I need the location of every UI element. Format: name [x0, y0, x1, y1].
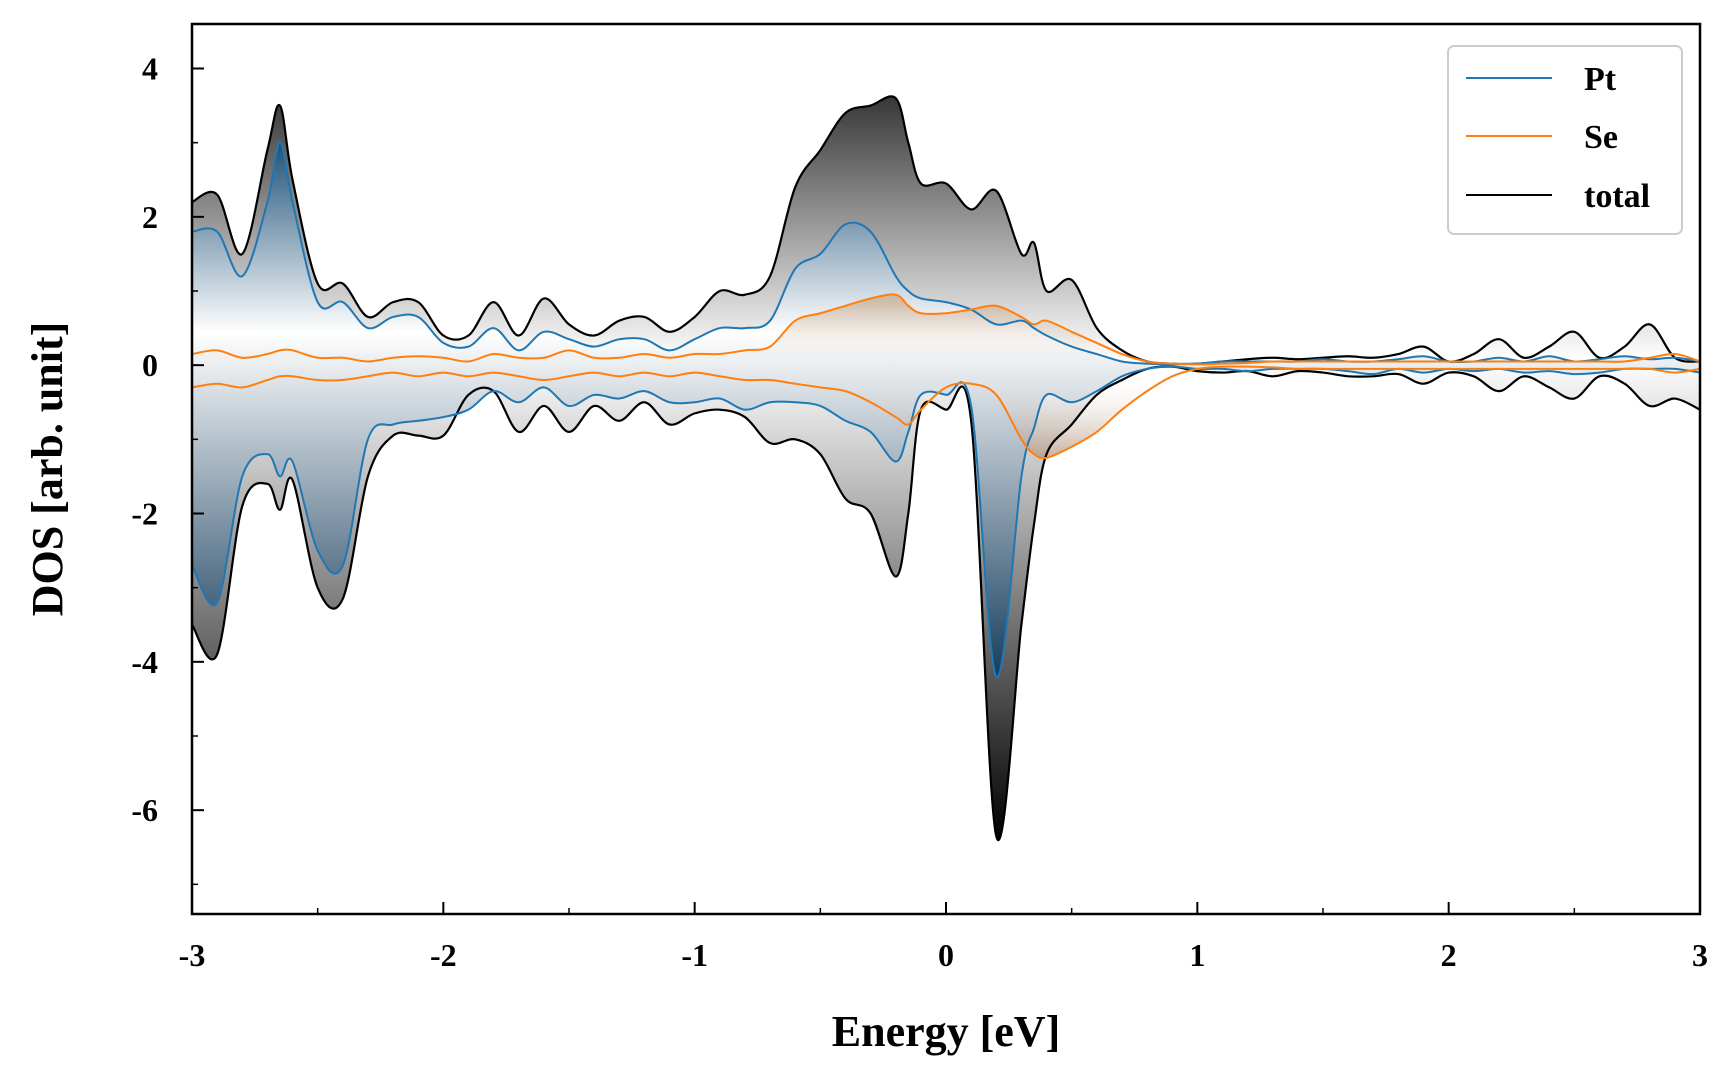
legend-label-se: Se [1584, 119, 1618, 156]
y-tick-label: 4 [142, 51, 158, 87]
x-tick-label: 0 [938, 937, 954, 973]
y-tick-label: -4 [131, 644, 158, 680]
y-tick-label: -2 [131, 496, 158, 532]
legend-label-pt: Pt [1584, 61, 1617, 98]
series-line-pt-spin-down [192, 365, 1700, 678]
fill-se-spin-down [192, 365, 1700, 459]
series-line-se-spin-up [192, 293, 1700, 366]
axis-ticks: -3 -2 -1 0 1 2 3 4 2 0 -2 -4 -6 [131, 51, 1708, 974]
y-tick-label: 2 [142, 199, 158, 235]
y-axis-title: DOS [arb. unit] [23, 322, 72, 617]
x-tick-label: 3 [1692, 937, 1708, 973]
fill-pt-spin-down [192, 365, 1700, 678]
fill-total-spin-up [192, 96, 1700, 366]
x-tick-label: -3 [179, 937, 206, 973]
x-axis-title: Energy [eV] [832, 1007, 1061, 1056]
x-tick-label: 2 [1441, 937, 1457, 973]
x-tick-label: 1 [1189, 937, 1205, 973]
legend-box [1447, 45, 1683, 235]
series-line-se-spin-down [192, 365, 1700, 460]
y-tick-label: -6 [131, 792, 158, 828]
series-line-total-spin-down [192, 365, 1700, 841]
legend-label-total: total [1584, 178, 1650, 215]
dos-lines [192, 95, 1700, 841]
y-tick-label: 0 [142, 347, 158, 383]
dos-fills [192, 96, 1700, 841]
fill-se-spin-up [192, 294, 1700, 366]
x-tick-label: -1 [681, 937, 708, 973]
x-tick-label: -2 [430, 937, 457, 973]
series-line-pt-spin-up [192, 141, 1700, 366]
legend: Pt Se total [1447, 45, 1683, 235]
series-line-total-spin-up [192, 95, 1700, 366]
